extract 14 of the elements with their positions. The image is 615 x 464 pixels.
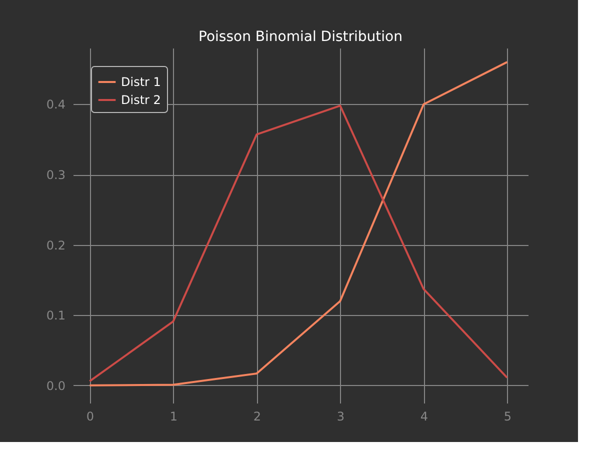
x-tick-label: 0 <box>86 410 94 424</box>
y-tick-label: 0.4 <box>46 98 66 112</box>
x-tick-label: 3 <box>336 410 344 424</box>
legend-label: Distr 2 <box>121 93 161 107</box>
x-tick-label: 1 <box>170 410 178 424</box>
y-tick-label: 0.3 <box>46 168 66 182</box>
legend-label: Distr 1 <box>121 75 161 89</box>
x-tick-label: 5 <box>504 410 512 424</box>
x-tick-label: 2 <box>253 410 261 424</box>
chart-title: Poisson Binomial Distribution <box>198 29 402 45</box>
x-tick-label: 4 <box>420 410 428 424</box>
y-tick-label: 0.1 <box>46 308 66 323</box>
y-tick-label: 0.0 <box>46 378 66 393</box>
y-tick-label: 0.2 <box>46 238 66 252</box>
